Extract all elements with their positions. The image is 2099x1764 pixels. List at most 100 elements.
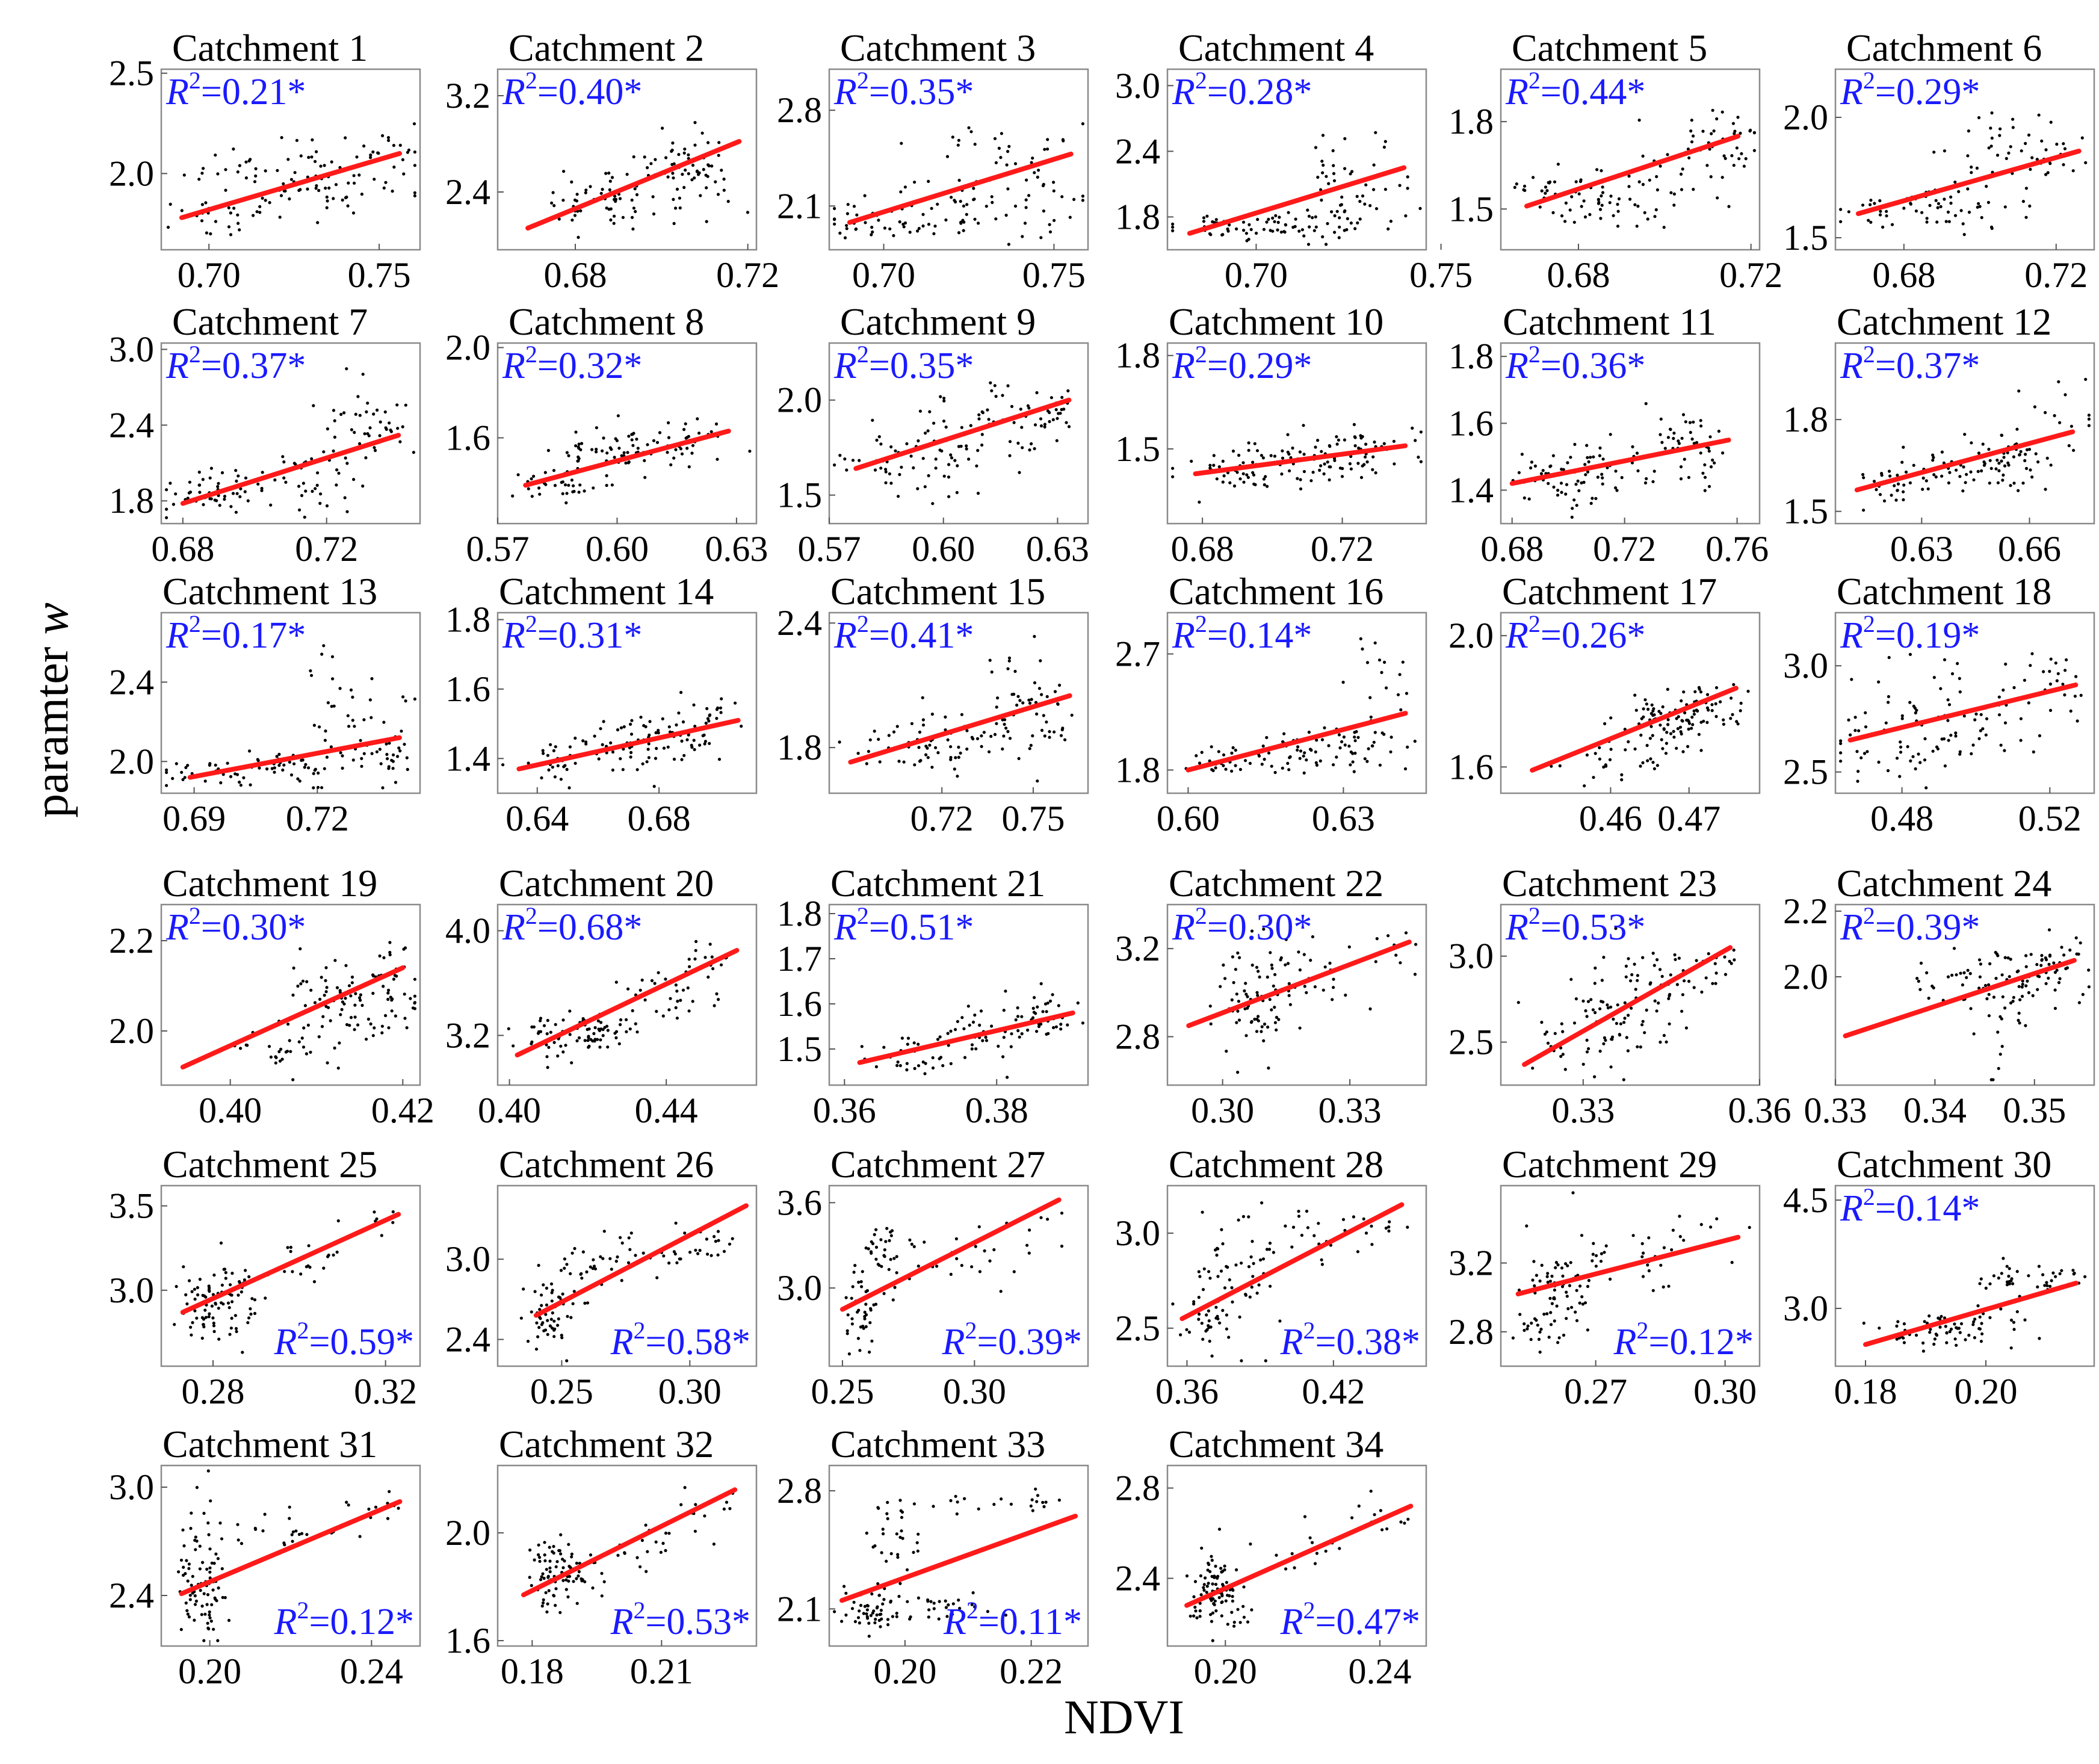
- x-tick-label: 0.30: [1693, 1372, 1757, 1411]
- data-point: [1298, 968, 1302, 972]
- data-point: [1028, 1228, 1031, 1232]
- data-point: [557, 1549, 561, 1552]
- data-point: [1261, 744, 1265, 748]
- data-point: [538, 1559, 542, 1563]
- data-point: [1048, 223, 1051, 226]
- data-point: [932, 421, 936, 425]
- data-point: [1221, 480, 1225, 484]
- data-point: [187, 1615, 191, 1619]
- data-point: [909, 1615, 912, 1619]
- data-point: [957, 231, 961, 235]
- data-point: [1346, 217, 1349, 220]
- data-point: [693, 725, 697, 728]
- data-point: [997, 146, 1001, 150]
- r-squared-value: =0.58*: [646, 1322, 750, 1363]
- data-point: [194, 1599, 198, 1603]
- panel-title: Catchment 31: [162, 1423, 377, 1465]
- data-point: [1039, 1216, 1043, 1219]
- data-point: [1604, 1244, 1608, 1248]
- data-point: [1643, 211, 1646, 214]
- data-point: [561, 1292, 564, 1296]
- data-point: [331, 677, 335, 681]
- data-point: [338, 166, 342, 169]
- data-point: [1272, 984, 1275, 988]
- data-point: [1328, 961, 1332, 965]
- data-point: [363, 432, 366, 436]
- data-point: [895, 1271, 898, 1275]
- data-point: [672, 162, 676, 166]
- data-point: [1546, 1272, 1550, 1275]
- data-point: [350, 981, 354, 985]
- data-point: [1977, 958, 1982, 962]
- data-point: [1898, 775, 1902, 778]
- regression-line: [179, 151, 403, 220]
- data-point: [889, 445, 893, 449]
- data-point: [1935, 1333, 1939, 1337]
- data-point: [1021, 701, 1025, 705]
- panel: Catchment 20.68 0.722.43.2 R2=0.40*: [445, 26, 779, 295]
- data-point: [1234, 764, 1237, 767]
- data-point: [927, 1608, 931, 1612]
- data-point: [1690, 726, 1693, 730]
- data-point: [1640, 1255, 1644, 1258]
- data-point: [181, 1528, 185, 1532]
- data-point: [973, 143, 977, 146]
- data-point: [585, 1270, 589, 1273]
- data-point: [199, 1588, 202, 1592]
- x-tick-label: 0.76: [1705, 529, 1769, 569]
- data-point: [740, 725, 743, 728]
- data-point: [234, 510, 238, 514]
- data-point: [214, 1597, 217, 1601]
- data-point: [913, 181, 917, 184]
- data-point: [1977, 451, 1980, 455]
- regression-line: [180, 1212, 401, 1315]
- data-point: [1413, 973, 1417, 976]
- data-point: [1564, 1262, 1568, 1266]
- data-point: [1540, 1263, 1544, 1267]
- data-point: [892, 730, 896, 734]
- data-point: [1978, 205, 1982, 208]
- data-point: [198, 1544, 202, 1548]
- data-point: [1284, 938, 1288, 941]
- data-point: [1320, 738, 1325, 741]
- r-squared-var: R: [833, 72, 857, 113]
- r-squared-var: R: [1505, 72, 1529, 113]
- regression-line: [1509, 438, 1731, 486]
- data-point: [1004, 989, 1007, 993]
- regression-line: [523, 429, 731, 488]
- data-point: [1942, 461, 1946, 465]
- data-point: [1974, 712, 1978, 716]
- data-point: [346, 714, 350, 717]
- data-point: [1024, 206, 1028, 209]
- data-point: [664, 156, 668, 159]
- data-point: [717, 758, 722, 761]
- data-point: [1211, 1582, 1214, 1586]
- r-squared-label: R2=0.28*: [1172, 67, 1312, 113]
- r-squared-value: =0.35*: [869, 72, 974, 113]
- data-point: [295, 138, 298, 142]
- data-point: [1365, 460, 1369, 464]
- data-point: [297, 484, 301, 488]
- data-point: [1958, 1331, 1962, 1334]
- data-point: [1260, 454, 1263, 457]
- data-point: [552, 1335, 556, 1338]
- data-point: [2020, 149, 2023, 153]
- data-point: [874, 1257, 878, 1261]
- data-point: [581, 1250, 586, 1254]
- data-point: [229, 1326, 233, 1330]
- data-point: [988, 658, 992, 662]
- data-point: [1644, 402, 1648, 406]
- data-point: [304, 489, 308, 493]
- data-point: [1692, 709, 1696, 713]
- data-point: [552, 1544, 555, 1549]
- data-point: [1920, 211, 1924, 214]
- data-point: [1275, 1015, 1278, 1019]
- data-point: [1356, 221, 1359, 224]
- data-point: [324, 187, 327, 190]
- data-point: [705, 707, 709, 710]
- data-point: [323, 738, 327, 742]
- data-point: [1599, 217, 1603, 220]
- data-point: [575, 1577, 578, 1580]
- data-point: [344, 196, 348, 200]
- data-point: [675, 1017, 679, 1020]
